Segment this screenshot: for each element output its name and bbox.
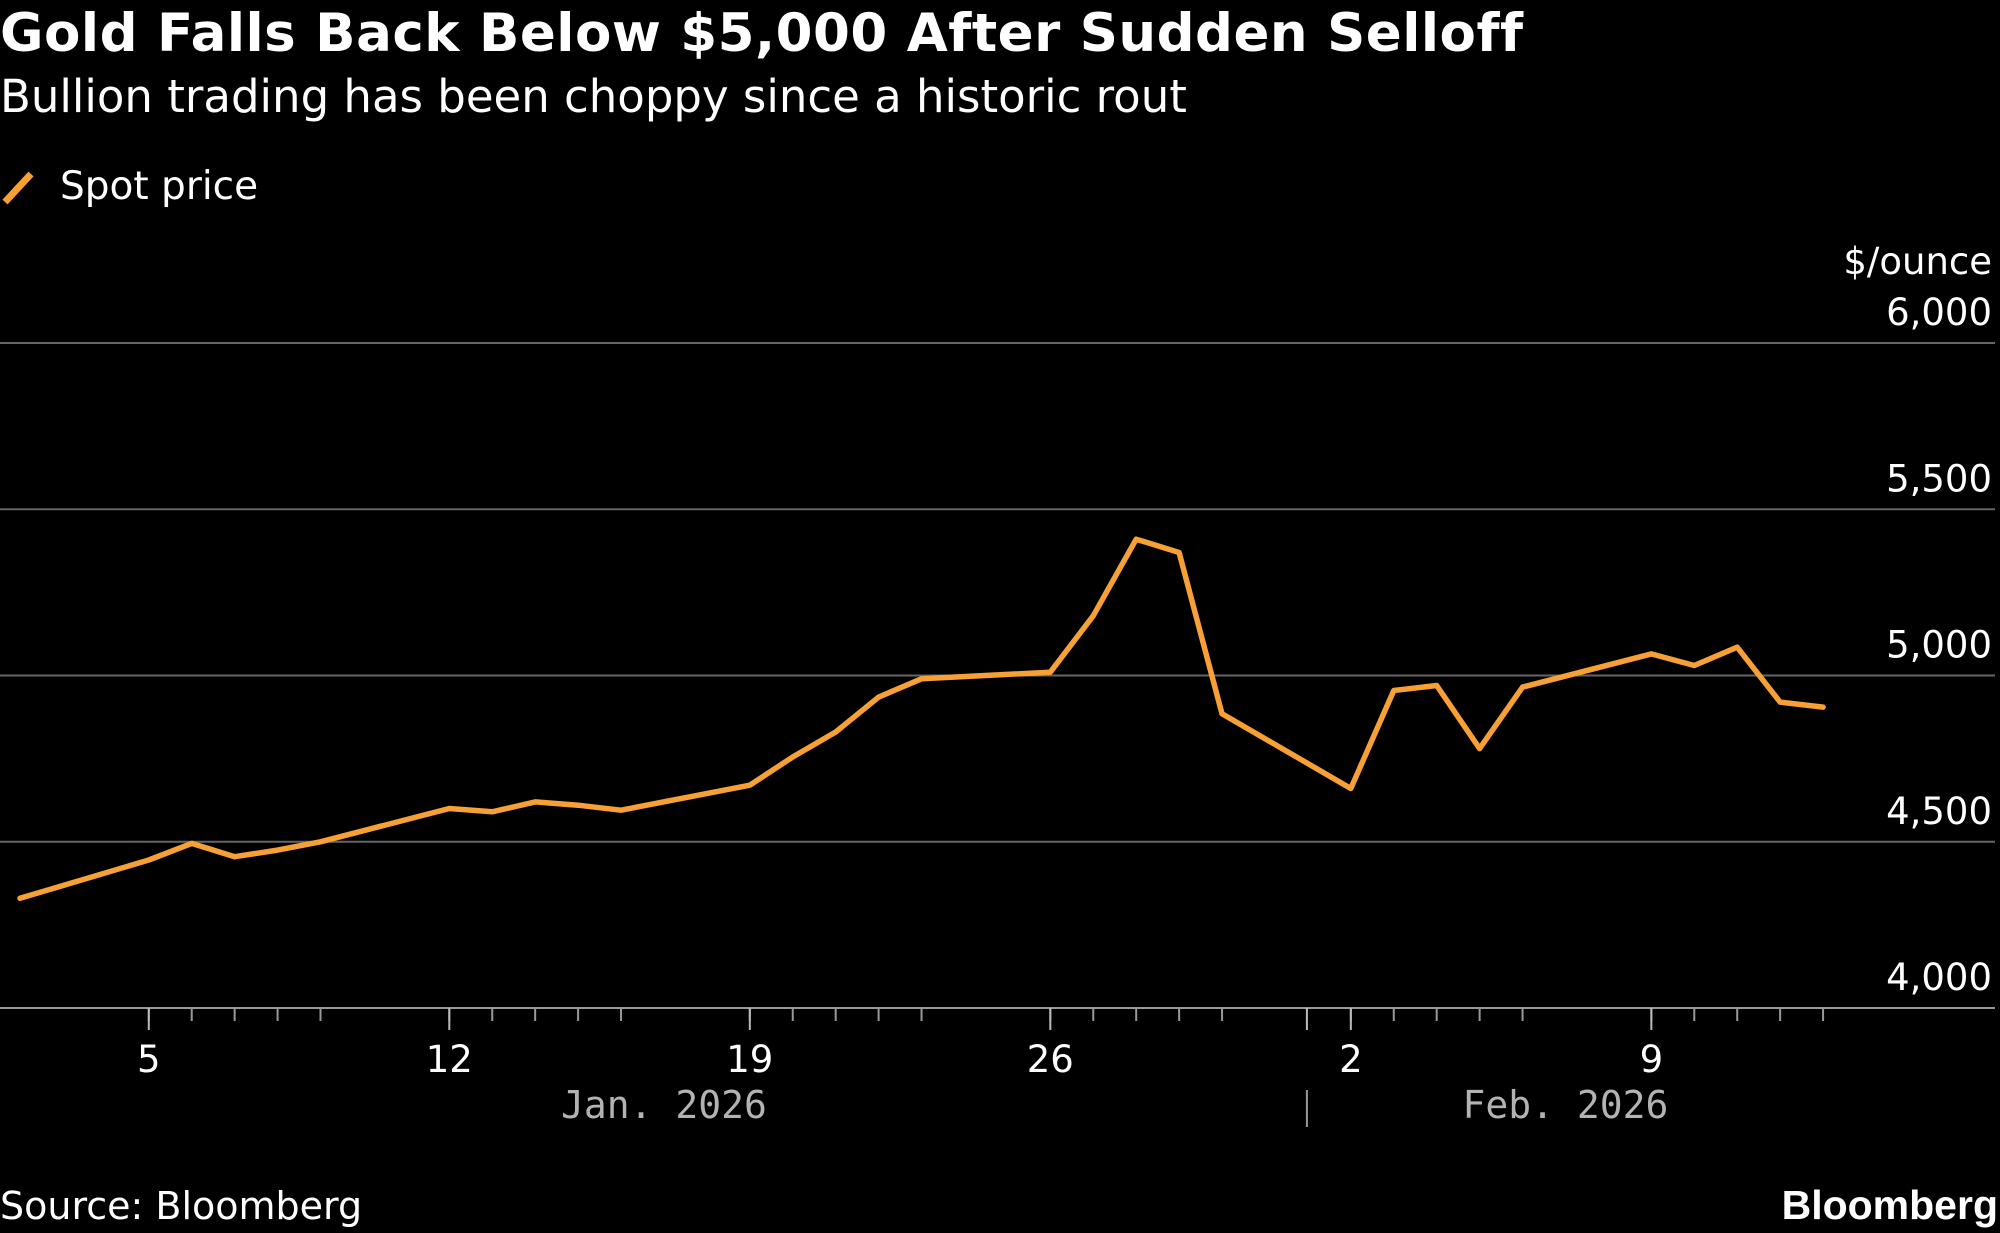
legend: Spot price: [0, 162, 258, 212]
x-axis: 5 12 19 26 2 9 Jan. 2026 Feb. 2026: [0, 1007, 1995, 1127]
series-layer: [17, 536, 1826, 902]
x-month-label: Feb. 2026: [1463, 1083, 1669, 1127]
x-tick-label: 19: [726, 1038, 773, 1081]
chart-subtitle: Bullion trading has been choppy since a …: [0, 70, 1187, 123]
y-tick-label: 4,000: [1886, 956, 1992, 999]
x-tick-label: 26: [1027, 1038, 1074, 1081]
brand-logo: Bloomberg: [1781, 1182, 1998, 1228]
y-axis-unit-label: $/ounce: [1843, 240, 1992, 283]
x-tick-label: 5: [137, 1038, 161, 1081]
gridlines: [0, 342, 1995, 843]
y-axis-labels: 4,000 4,500 5,000 5,500 6,000 $/ounce: [1843, 240, 1992, 999]
y-tick-label: 6,000: [1886, 291, 1992, 334]
legend-swatch-icon: [2, 171, 34, 205]
y-tick-label: 5,000: [1886, 624, 1992, 667]
source-note: Source: Bloomberg: [0, 1184, 363, 1228]
x-tick-label: 9: [1640, 1038, 1664, 1081]
series-line-spot-price: [17, 536, 1826, 902]
legend-label: Spot price: [60, 164, 259, 209]
x-tick-label: 2: [1339, 1038, 1363, 1081]
chart-title: Gold Falls Back Below $5,000 After Sudde…: [0, 3, 1524, 64]
x-tick-label: 12: [426, 1038, 473, 1081]
x-month-label: Jan. 2026: [561, 1083, 767, 1127]
y-tick-label: 4,500: [1886, 790, 1992, 833]
y-tick-label: 5,500: [1886, 457, 1992, 500]
